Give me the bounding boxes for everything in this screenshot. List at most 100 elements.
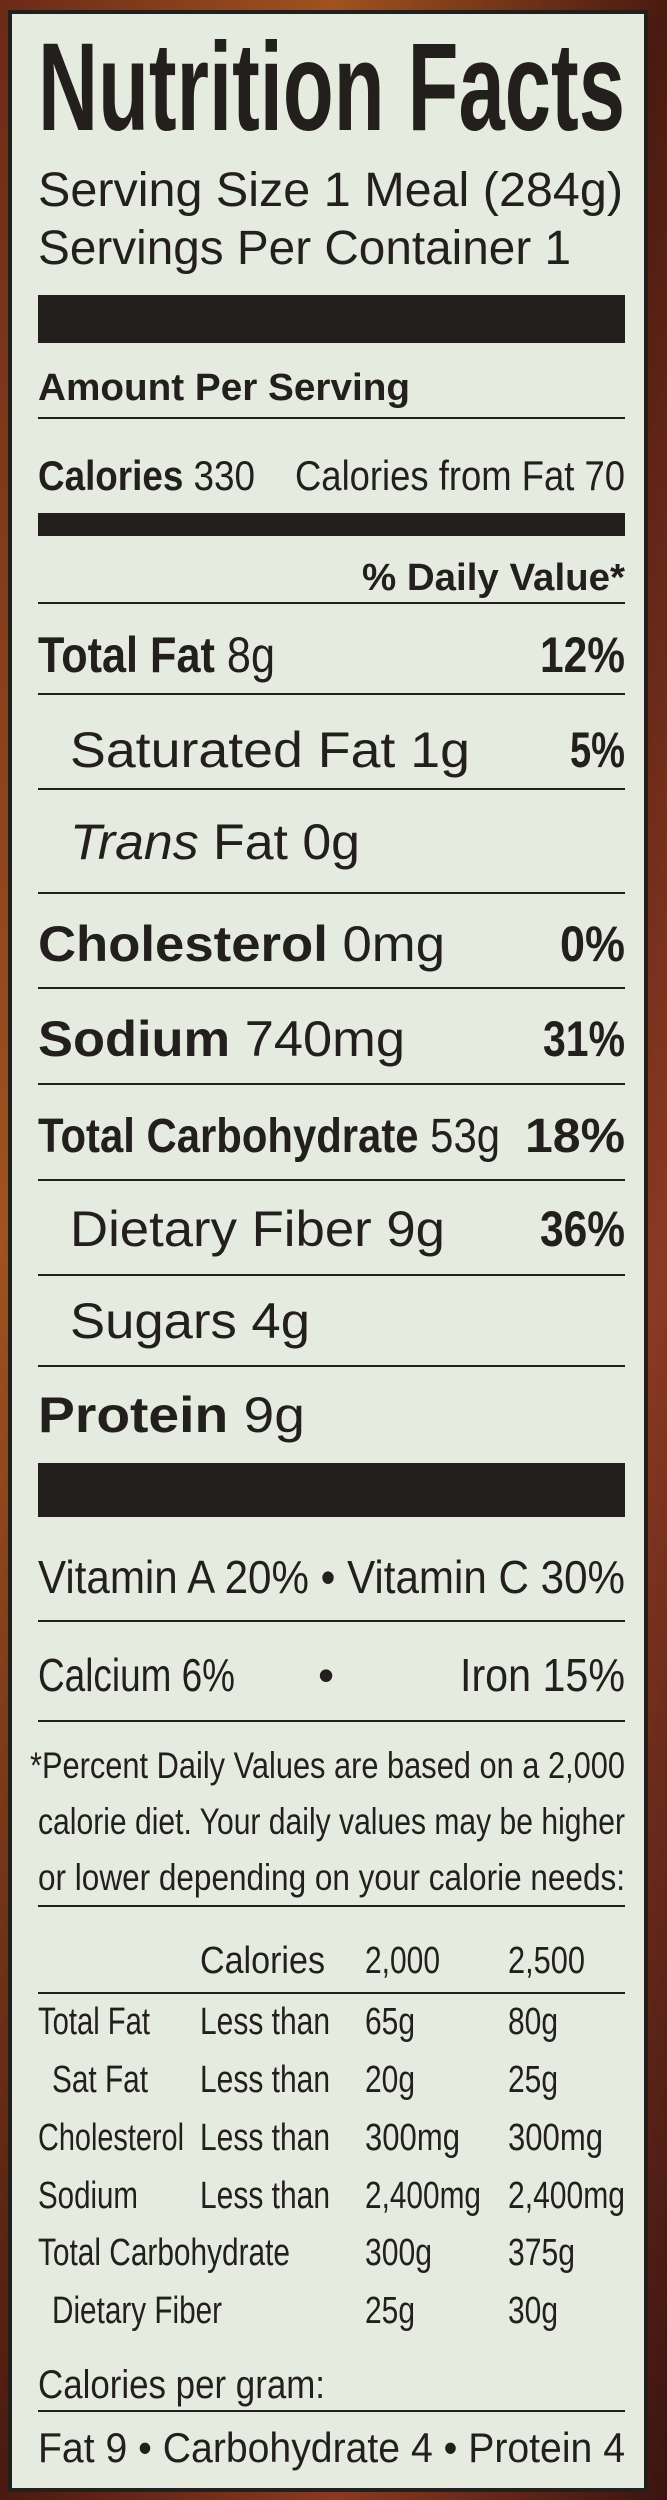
trans-fat-italic: Trans bbox=[70, 814, 199, 870]
calories-per-gram-label: Calories per gram: bbox=[38, 2363, 325, 2407]
row-2500: 80g bbox=[508, 2001, 558, 2043]
row-2500: 25g bbox=[508, 2059, 558, 2101]
calories-line: Calories 330 bbox=[38, 452, 255, 499]
row-2500: 30g bbox=[508, 2290, 558, 2332]
table-row: Total Fat Less than 65g 80g bbox=[38, 2001, 558, 2043]
sodium-label: Sodium bbox=[38, 1011, 230, 1067]
row-label: Cholesterol bbox=[38, 2117, 184, 2159]
total-carbohydrate-label: Total Carbohydrate bbox=[38, 1110, 419, 1163]
table-header-calories: Calories bbox=[200, 1940, 325, 1982]
carbohydrate-per-gram: Carbohydrate 4 bbox=[163, 2424, 433, 2471]
row-2500: 300mg bbox=[508, 2117, 603, 2159]
sodium-dv: 31% bbox=[543, 1011, 625, 1067]
amount-per-serving: Amount Per Serving bbox=[38, 367, 410, 409]
sodium-amount: 740mg bbox=[245, 1011, 405, 1067]
cholesterol-amount: 0mg bbox=[343, 916, 445, 972]
cholesterol-line: Cholesterol 0mg bbox=[38, 916, 445, 972]
trans-fat-label: Fat 0g bbox=[213, 814, 360, 870]
bullet-icon: • bbox=[138, 2424, 152, 2471]
medium-divider bbox=[38, 513, 625, 536]
divider bbox=[38, 892, 625, 894]
thick-divider bbox=[38, 295, 625, 343]
footnote-line: *Percent Daily Values are based on a 2,0… bbox=[30, 1745, 625, 1786]
total-fat-label: Total Fat bbox=[38, 627, 215, 683]
divider bbox=[38, 602, 625, 604]
vitamins-line: Vitamin A 20% • Vitamin C 30% bbox=[38, 1551, 625, 1603]
thick-divider bbox=[38, 1463, 625, 1517]
divider bbox=[38, 1083, 625, 1085]
fat-per-gram: Fat 9 bbox=[38, 2424, 127, 2471]
protein-amount: 9g bbox=[244, 1387, 305, 1443]
table-header-2000: 2,000 bbox=[365, 1940, 440, 1982]
protein-per-gram: Protein 4 bbox=[468, 2424, 625, 2471]
bullet-icon: • bbox=[318, 1649, 334, 1701]
daily-value-header: % Daily Value* bbox=[362, 557, 625, 599]
total-fat-amount: 8g bbox=[227, 627, 275, 683]
row-label: Total Fat bbox=[38, 2001, 150, 2043]
row-2000: 300g bbox=[365, 2232, 432, 2274]
row-label: Total Carbohydrate bbox=[38, 2232, 290, 2274]
row-2000: 20g bbox=[365, 2059, 415, 2101]
dietary-fiber-dv: 36% bbox=[540, 1201, 625, 1257]
divider bbox=[38, 1620, 625, 1622]
divider bbox=[38, 1274, 625, 1276]
saturated-fat-dv: 5% bbox=[570, 722, 625, 778]
total-carbohydrate-dv: 18% bbox=[525, 1110, 625, 1163]
row-2000: 65g bbox=[365, 2001, 415, 2043]
row-qualifier: Less than bbox=[200, 2059, 330, 2101]
servings-per-container: Servings Per Container 1 bbox=[38, 222, 571, 275]
vitamin-a: Vitamin A 20% bbox=[38, 1551, 309, 1603]
table-row: Sodium Less than 2,400mg 2,400mg bbox=[38, 2175, 625, 2217]
divider bbox=[38, 2410, 625, 2412]
saturated-fat-label: Saturated Fat 1g bbox=[70, 722, 470, 778]
row-label: Sodium bbox=[38, 2175, 138, 2217]
serving-size: Serving Size 1 Meal (284g) bbox=[38, 164, 623, 217]
divider bbox=[38, 987, 625, 989]
table-row: Cholesterol Less than 300mg 300mg bbox=[38, 2117, 603, 2159]
calcium: Calcium 6% bbox=[38, 1649, 235, 1701]
table-row: Total Carbohydrate 300g 375g bbox=[38, 2232, 575, 2274]
row-qualifier: Less than bbox=[200, 2001, 330, 2043]
row-2000: 2,400mg bbox=[365, 2175, 481, 2217]
total-carbohydrate-line: Total Carbohydrate 53g bbox=[38, 1110, 500, 1163]
cholesterol-label: Cholesterol bbox=[38, 916, 328, 972]
divider bbox=[38, 1720, 625, 1722]
protein-line: Protein 9g bbox=[38, 1387, 305, 1443]
dv-table: Calories 2,000 2,500 Total Fat Less than… bbox=[38, 1940, 625, 2332]
total-fat-line: Total Fat 8g bbox=[38, 627, 275, 683]
bullet-icon: • bbox=[321, 1551, 336, 1603]
footnote-line: or lower depending on your calorie needs… bbox=[38, 1857, 625, 1898]
calories-value: 330 bbox=[194, 452, 255, 499]
sodium-line: Sodium 740mg bbox=[38, 1011, 405, 1067]
bullet-icon: • bbox=[444, 2424, 458, 2471]
iron: Iron 15% bbox=[460, 1649, 625, 1701]
row-qualifier: Less than bbox=[200, 2175, 330, 2217]
divider bbox=[38, 788, 625, 790]
divider bbox=[38, 1179, 625, 1181]
divider bbox=[38, 1992, 625, 1994]
divider bbox=[38, 417, 625, 419]
table-row: Sat Fat Less than 20g 25g bbox=[52, 2059, 558, 2101]
row-2500: 375g bbox=[508, 2232, 575, 2274]
row-label: Dietary Fiber bbox=[52, 2290, 222, 2332]
table-header-2500: 2,500 bbox=[508, 1940, 585, 1982]
row-label: Sat Fat bbox=[52, 2059, 148, 2101]
row-qualifier: Less than bbox=[200, 2117, 330, 2159]
calories-from-fat: Calories from Fat 70 bbox=[295, 452, 625, 499]
table-row: Dietary Fiber 25g 30g bbox=[52, 2290, 558, 2332]
vitamin-c: Vitamin C 30% bbox=[347, 1551, 625, 1603]
divider bbox=[38, 693, 625, 695]
row-2500: 2,400mg bbox=[508, 2175, 625, 2217]
footnote-line: calorie diet. Your daily values may be h… bbox=[38, 1801, 625, 1842]
row-2000: 300mg bbox=[365, 2117, 460, 2159]
divider bbox=[38, 1905, 625, 1907]
calories-per-gram-line: Fat 9 • Carbohydrate 4 • Protein 4 bbox=[38, 2424, 625, 2471]
sugars-label: Sugars 4g bbox=[70, 1293, 310, 1349]
protein-label: Protein bbox=[38, 1387, 228, 1443]
total-carbohydrate-amount: 53g bbox=[430, 1110, 500, 1163]
cholesterol-dv: 0% bbox=[560, 916, 625, 972]
title: Nutrition Facts bbox=[38, 18, 625, 157]
calories-label: Calories bbox=[38, 452, 183, 499]
dietary-fiber-label: Dietary Fiber 9g bbox=[70, 1201, 445, 1257]
